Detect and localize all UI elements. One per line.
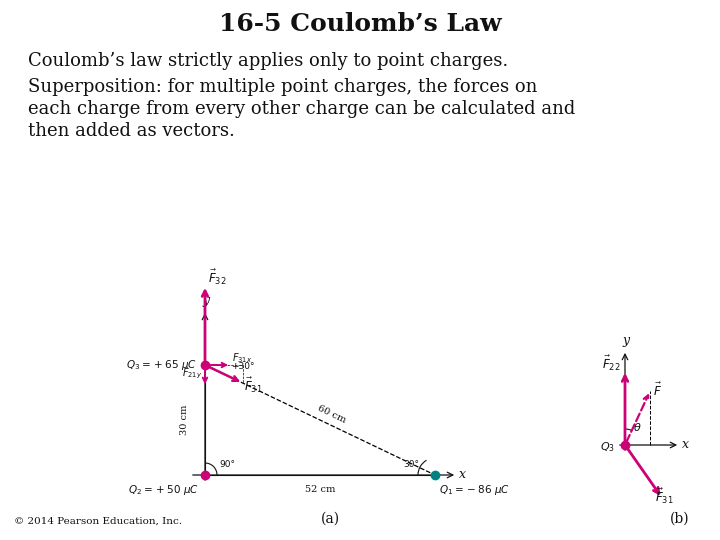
Text: (a): (a)	[320, 512, 340, 526]
Text: then added as vectors.: then added as vectors.	[28, 122, 235, 140]
Text: 16-5 Coulomb’s Law: 16-5 Coulomb’s Law	[219, 12, 501, 36]
Text: $\vec{F}$: $\vec{F}$	[653, 382, 662, 399]
Text: $\vec{F}_{22}$: $\vec{F}_{22}$	[603, 354, 621, 373]
Text: $F_{21y}$: $F_{21y}$	[181, 367, 202, 381]
Text: $\theta$: $\theta$	[633, 421, 642, 433]
Text: (b): (b)	[670, 512, 690, 526]
Text: $F_{31x}$: $F_{31x}$	[232, 351, 252, 365]
Text: 90°: 90°	[219, 460, 235, 469]
Text: $Q_3 = +65\ \mu C$: $Q_3 = +65\ \mu C$	[126, 358, 197, 372]
Text: y: y	[622, 334, 629, 347]
Text: x: x	[682, 438, 689, 451]
Text: $Q_3$: $Q_3$	[600, 440, 615, 454]
Text: $Q_1 = -86\ \mu C$: $Q_1 = -86\ \mu C$	[439, 483, 510, 497]
Text: 30°: 30°	[403, 460, 419, 469]
Text: Coulomb’s law strictly applies only to point charges.: Coulomb’s law strictly applies only to p…	[28, 52, 508, 70]
Text: © 2014 Pearson Education, Inc.: © 2014 Pearson Education, Inc.	[14, 517, 182, 526]
Text: +30°: +30°	[231, 362, 254, 371]
Text: $\vec{F}_{31}$: $\vec{F}_{31}$	[655, 487, 674, 507]
Text: 52 cm: 52 cm	[305, 485, 336, 494]
Text: 30 cm: 30 cm	[180, 405, 189, 435]
Text: Superposition: for multiple point charges, the forces on: Superposition: for multiple point charge…	[28, 78, 537, 96]
Text: $\vec{F}_{31}$: $\vec{F}_{31}$	[244, 376, 263, 395]
Text: x: x	[459, 469, 466, 482]
Text: $\vec{F}_{32}$: $\vec{F}_{32}$	[208, 268, 227, 287]
Text: $Q_2 = +50\ \mu C$: $Q_2 = +50\ \mu C$	[128, 483, 199, 497]
Text: 60 cm: 60 cm	[316, 403, 348, 424]
Text: each charge from every other charge can be calculated and: each charge from every other charge can …	[28, 100, 575, 118]
Text: y: y	[202, 294, 210, 307]
